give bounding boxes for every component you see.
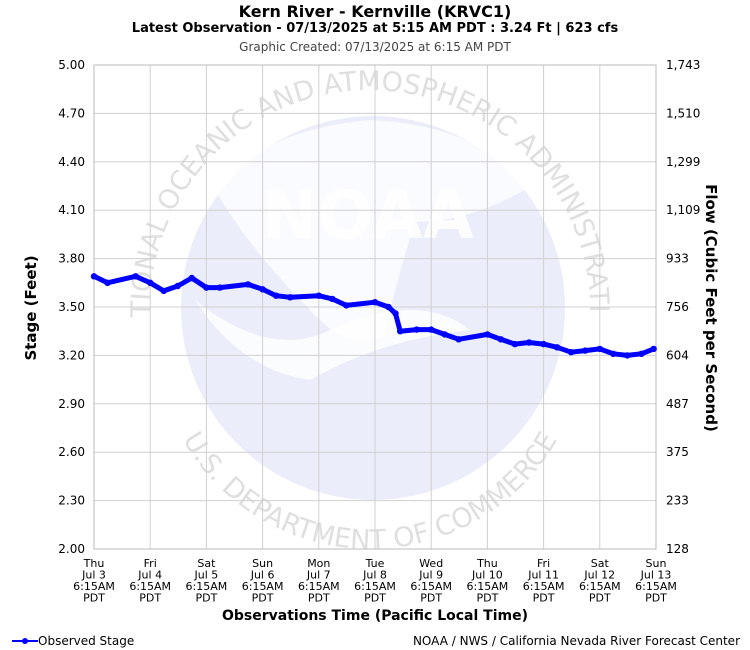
x-tick-label: Thu Jul 3 6:15AM PDT [73, 557, 115, 605]
y-tick-label: 4.70 [58, 106, 85, 120]
data-point [441, 331, 448, 338]
x-tick-label: Wed Jul 9 6:15AM PDT [410, 557, 452, 605]
data-point [610, 350, 617, 357]
y-tick-label: 4.10 [58, 203, 85, 217]
y2-tick-label: 1,510 [666, 106, 700, 120]
data-point [497, 336, 505, 343]
y2-tick-label: 1,743 [666, 58, 700, 72]
y2-tick-label: 756 [666, 300, 689, 314]
data-point [624, 352, 631, 359]
data-point [650, 345, 657, 353]
y-tick-label: 2.90 [58, 397, 85, 411]
data-point [343, 302, 350, 309]
data-point [272, 292, 280, 299]
y-tick-label: 5.00 [58, 58, 85, 72]
data-point [104, 279, 111, 286]
data-point [596, 345, 603, 353]
x-tick-label: Sat Jul 12 6:15AM PDT [579, 557, 621, 605]
data-point [511, 340, 519, 348]
data-point [385, 303, 392, 311]
x-tick-label: Mon Jul 7 6:15AM PDT [298, 557, 340, 605]
y-tick-label: 3.20 [58, 348, 85, 362]
y-tick-label: 3.50 [58, 300, 85, 314]
data-point [484, 331, 491, 338]
data-point [315, 292, 322, 299]
data-point [392, 310, 399, 317]
data-point [188, 274, 195, 282]
data-point [582, 347, 589, 354]
data-point [132, 273, 139, 280]
y2-tick-label: 487 [666, 397, 689, 411]
x-tick-label: Thu Jul 10 6:15AM PDT [467, 557, 509, 605]
data-point [540, 340, 547, 348]
latest-observation: Latest Observation - 07/13/2025 at 5:15 … [131, 21, 619, 36]
y2-axis-label: Flow (Cubic Feet per Second) [702, 184, 720, 432]
y2-tick-label: 1,299 [666, 155, 700, 169]
graphic-created: Graphic Created: 07/13/2025 at 6:15 AM P… [239, 40, 511, 54]
x-axis-label: Observations Time (Pacific Local Time) [222, 608, 528, 624]
y2-tick-label: 233 [666, 494, 689, 508]
y2-tick-label: 933 [666, 252, 689, 266]
legend: Observed Stage [12, 634, 134, 648]
data-point [203, 284, 210, 291]
noaa-logo-text: NOAA [262, 177, 474, 254]
y2-tick-label: 128 [666, 542, 689, 556]
data-point [244, 281, 252, 288]
x-tick-label: Sun Jul 6 6:15AM PDT [242, 557, 284, 605]
data-point [147, 279, 154, 286]
y-axis-label: Stage (Feet) [22, 255, 40, 360]
data-point [329, 295, 336, 303]
x-tick-label: Sat Jul 5 6:15AM PDT [186, 557, 228, 605]
data-point [174, 282, 181, 290]
y-tick-label: 2.00 [58, 542, 85, 556]
y2-tick-label: 604 [666, 348, 689, 362]
data-point [553, 344, 561, 351]
data-point [397, 328, 404, 335]
x-tick-label: Tue Jul 8 6:15AM PDT [354, 557, 396, 605]
legend-label: Observed Stage [38, 634, 135, 648]
y-tick-label: 2.60 [58, 445, 85, 459]
legend-line-marker [12, 638, 38, 644]
y-tick-label: 2.30 [58, 494, 85, 508]
data-point [286, 294, 294, 301]
credit-text: NOAA / NWS / California Nevada River For… [412, 634, 740, 648]
x-tick-label: Fri Jul 11 6:15AM PDT [523, 557, 565, 605]
data-point [259, 286, 266, 293]
data-point [525, 339, 533, 346]
x-tick-label: Fri Jul 4 6:15AM PDT [129, 557, 171, 605]
y-tick-label: 4.40 [58, 155, 85, 169]
data-point [413, 326, 420, 333]
data-point [428, 326, 435, 333]
x-tick-label: Sun Jul 13 6:15AM PDT [635, 557, 677, 605]
data-point [90, 273, 98, 280]
data-point [160, 287, 167, 295]
y2-tick-label: 1,109 [666, 203, 700, 217]
chart-title: Kern River - Kernville (KRVC1) [238, 2, 512, 21]
data-point [371, 299, 379, 306]
data-point [216, 284, 224, 291]
plot-frame [93, 64, 657, 550]
data-point [567, 349, 575, 356]
y-tick-label: 3.80 [58, 252, 85, 266]
y2-tick-label: 375 [666, 445, 689, 459]
data-point [455, 336, 462, 343]
data-point [638, 350, 645, 357]
